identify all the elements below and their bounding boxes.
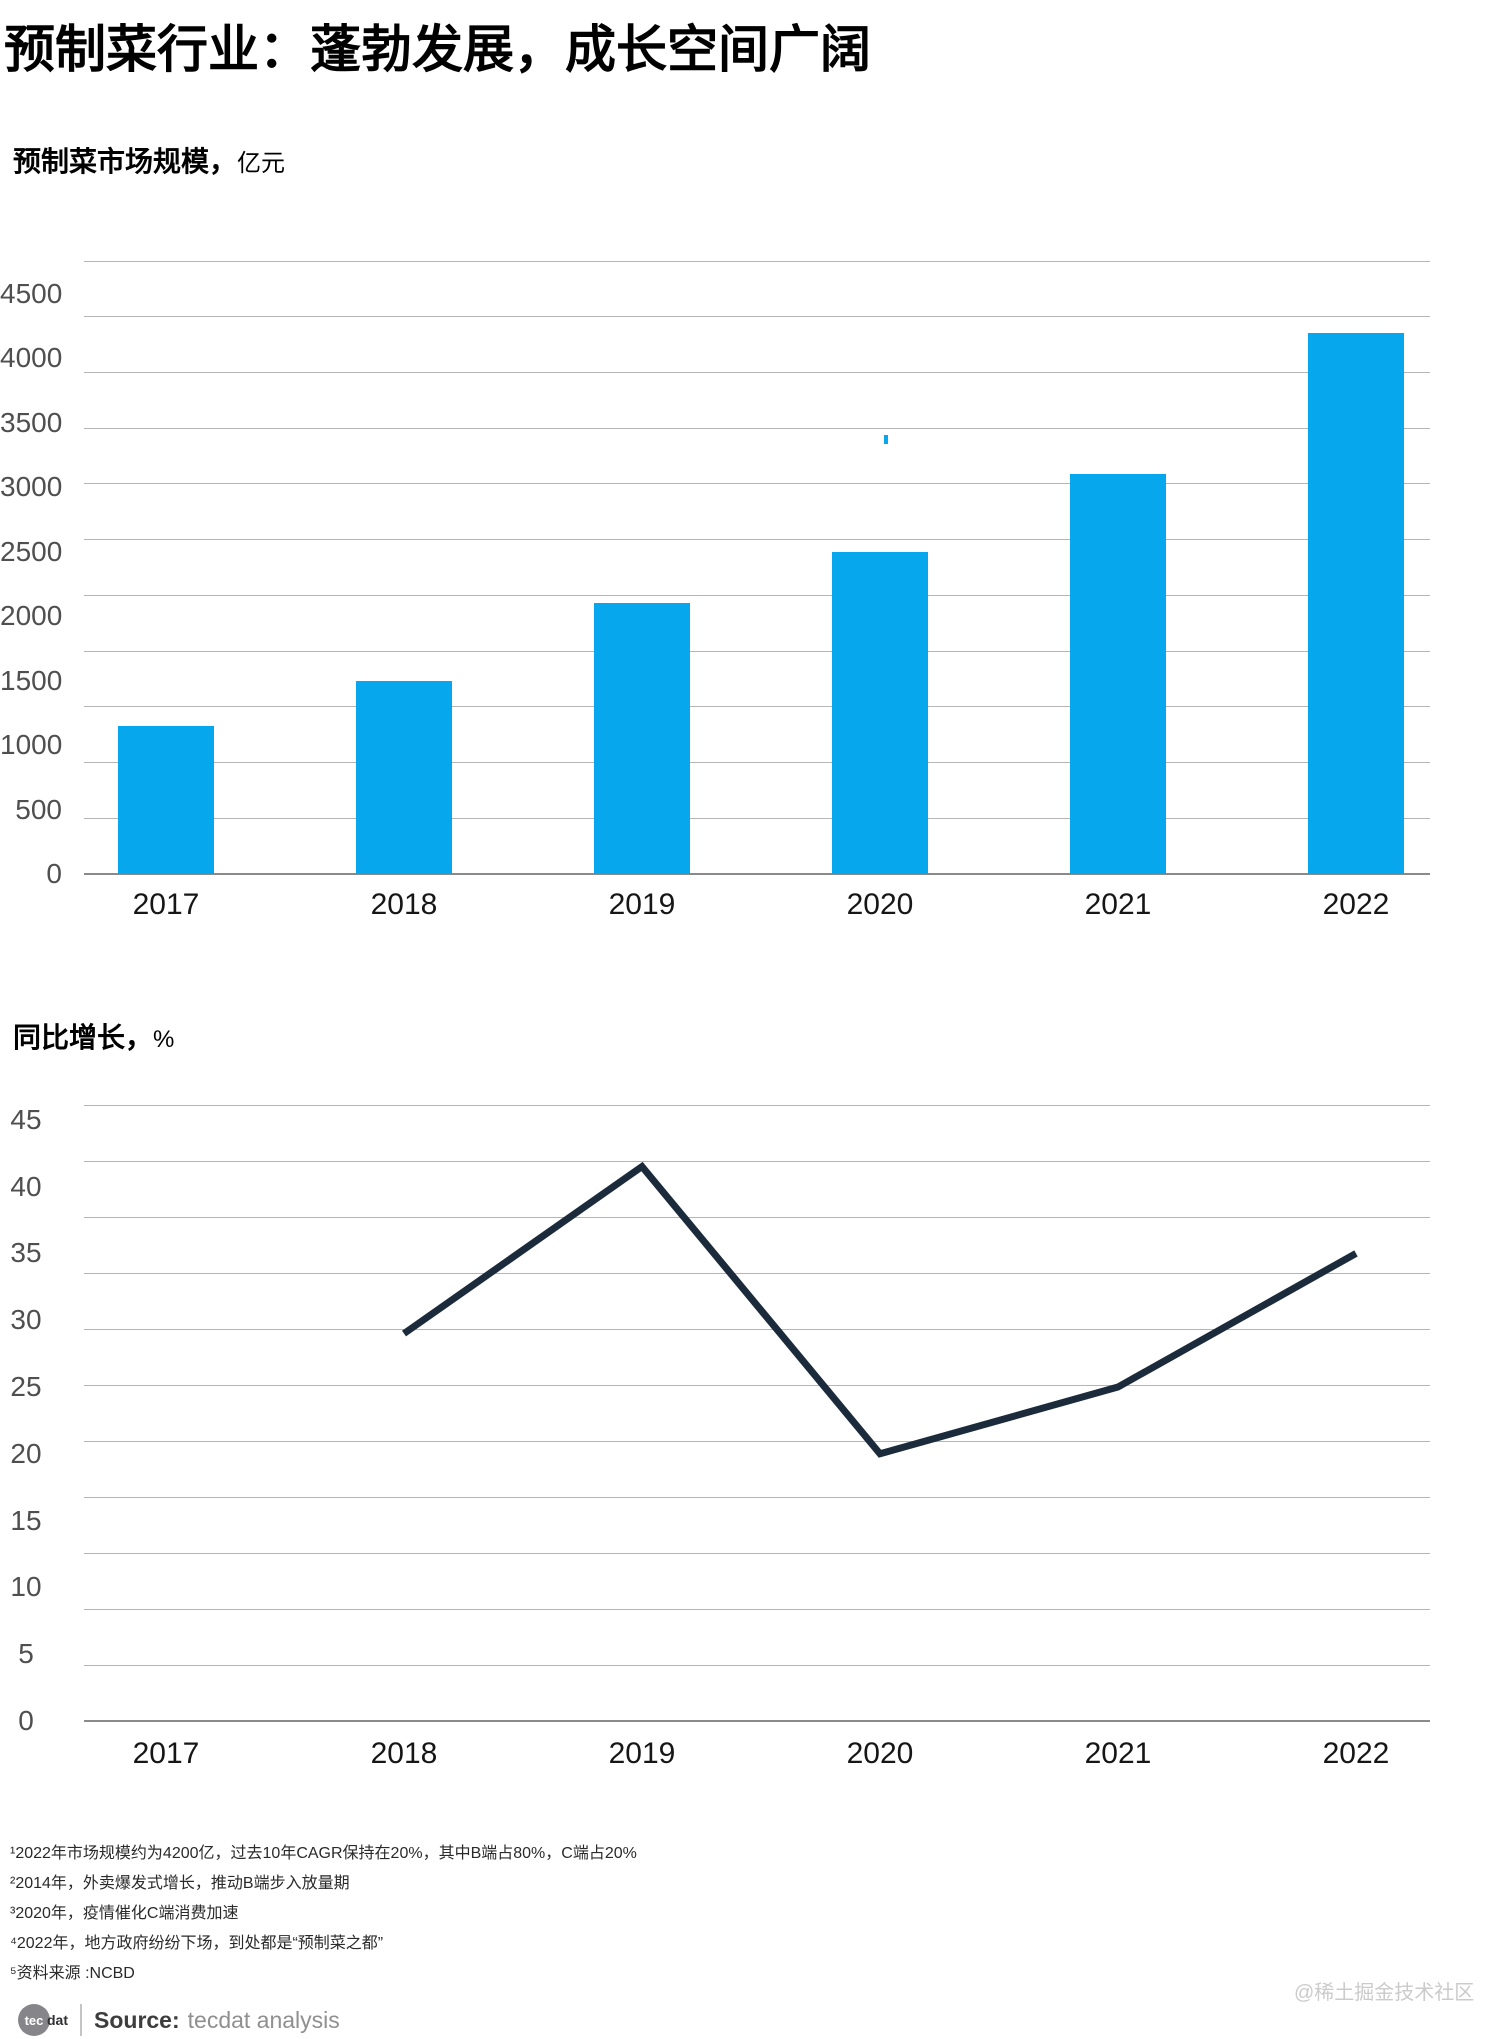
gridline [84,1328,1430,1330]
footnote-2: ²2014年，外卖爆发式增长，推动B端步入放量期 [10,1875,350,1892]
y-tick-label: 30 [10,1304,42,1336]
x-tick-label: 2018 [370,888,438,921]
y-tick-label: 40 [10,1170,42,1202]
gridline [84,260,1430,262]
bar-2021 [1070,474,1166,874]
x-tick-label: 2017 [132,1737,200,1770]
tecdat-logo-dat: dat [47,2012,68,2028]
bar-chart-unit: 亿元 [237,150,286,177]
x-tick-label: 2020 [846,888,914,921]
y-tick-label: 3000 [0,471,63,503]
y-tick-label: 20 [10,1437,42,1469]
y-tick-label: 0 [46,858,62,889]
gridline [84,1104,1430,1106]
x-tick-label: 2018 [370,1737,438,1770]
x-axis-line [84,873,1430,875]
source-text: tecdat analysis [187,2006,340,2033]
gridline [84,1496,1430,1498]
line-chart-heading: 同比增长，% [13,1016,174,1056]
gridline [84,427,1430,429]
y-tick-label: 0 [18,1705,34,1736]
watermark: @稀土掘金技术社区 [1294,1982,1475,2004]
y-tick-label: 4000 [0,342,63,374]
gridline [84,1440,1430,1442]
y-tick-label: 3500 [0,406,63,438]
footnotes: ¹2022年市场规模约为4200亿，过去10年CAGR保持在20%，其中B端占8… [10,1839,1210,1989]
y-tick-label: 35 [10,1237,42,1269]
gridline [84,1216,1430,1218]
gridline [84,1160,1430,1162]
gridline [84,316,1430,318]
source-row: tec dat Source: tecdat analysis [18,2002,340,2038]
line-chart-title: 同比增长， [13,1022,154,1053]
y-tick-label: 10 [10,1571,42,1603]
bar-2018 [356,680,452,874]
bar-chart-heading: 预制菜市场规模，亿元 [13,140,285,180]
y-tick-label: 15 [10,1504,42,1536]
bar-2017 [118,725,214,874]
tecdat-logo-icon: tec [18,2004,50,2036]
x-tick-label: 2022 [1322,888,1390,921]
page-title: 预制菜行业：蓬勃发展，成长空间广阔 [4,23,872,79]
source-label: Source: [94,2006,180,2033]
gridline [84,1272,1430,1274]
growth-line [401,1161,1358,1458]
y-tick-label: 2500 [0,535,63,567]
bar-2020 [832,551,928,874]
gridline [84,371,1430,373]
gridline [84,706,1430,708]
gridline [84,1384,1430,1386]
x-axis-line [84,1720,1430,1722]
y-tick-label: 500 [15,793,62,825]
gridline [84,594,1430,596]
x-tick-label: 2021 [1084,1737,1152,1770]
gridline [84,1552,1430,1554]
gridline [84,539,1430,541]
tecdat-logo-tec: tec [24,2012,44,2028]
x-tick-label: 2017 [132,888,200,921]
bar-chart-title: 预制菜市场规模， [13,146,238,177]
gridline [84,650,1430,652]
y-tick-label: 25 [10,1371,42,1402]
x-tick-label: 2019 [608,888,676,921]
x-tick-label: 2022 [1322,1737,1390,1770]
stray-mark-artifact [884,435,888,444]
y-tick-label: 4500 [0,277,63,309]
x-tick-label: 2020 [846,1737,914,1770]
x-tick-label: 2019 [608,1737,676,1770]
footnote-3: ³2020年，疫情催化C端消费加速 [10,1905,239,1922]
y-tick-label: 5 [18,1638,34,1670]
footnote-4: ⁴2022年，地方政府纷纷下场，到处都是“预制菜之都” [10,1935,384,1952]
gridline [84,817,1430,819]
line-chart-unit: % [153,1026,175,1053]
footnote-5: ⁵资料来源 :NCBD [10,1965,135,1982]
gridline [84,1608,1430,1610]
gridline [84,1664,1430,1666]
x-tick-label: 2021 [1084,888,1152,921]
gridline [84,483,1430,485]
y-tick-label: 2000 [0,600,63,632]
bar-2022 [1308,332,1404,874]
y-tick-label: 45 [10,1103,42,1135]
divider [80,2004,82,2036]
bar-2019 [594,603,690,874]
footnote-1: ¹2022年市场规模约为4200亿，过去10年CAGR保持在20%，其中B端占8… [10,1845,637,1862]
gridline [84,762,1430,764]
y-tick-label: 1500 [0,664,63,696]
y-tick-label: 1000 [0,729,63,761]
